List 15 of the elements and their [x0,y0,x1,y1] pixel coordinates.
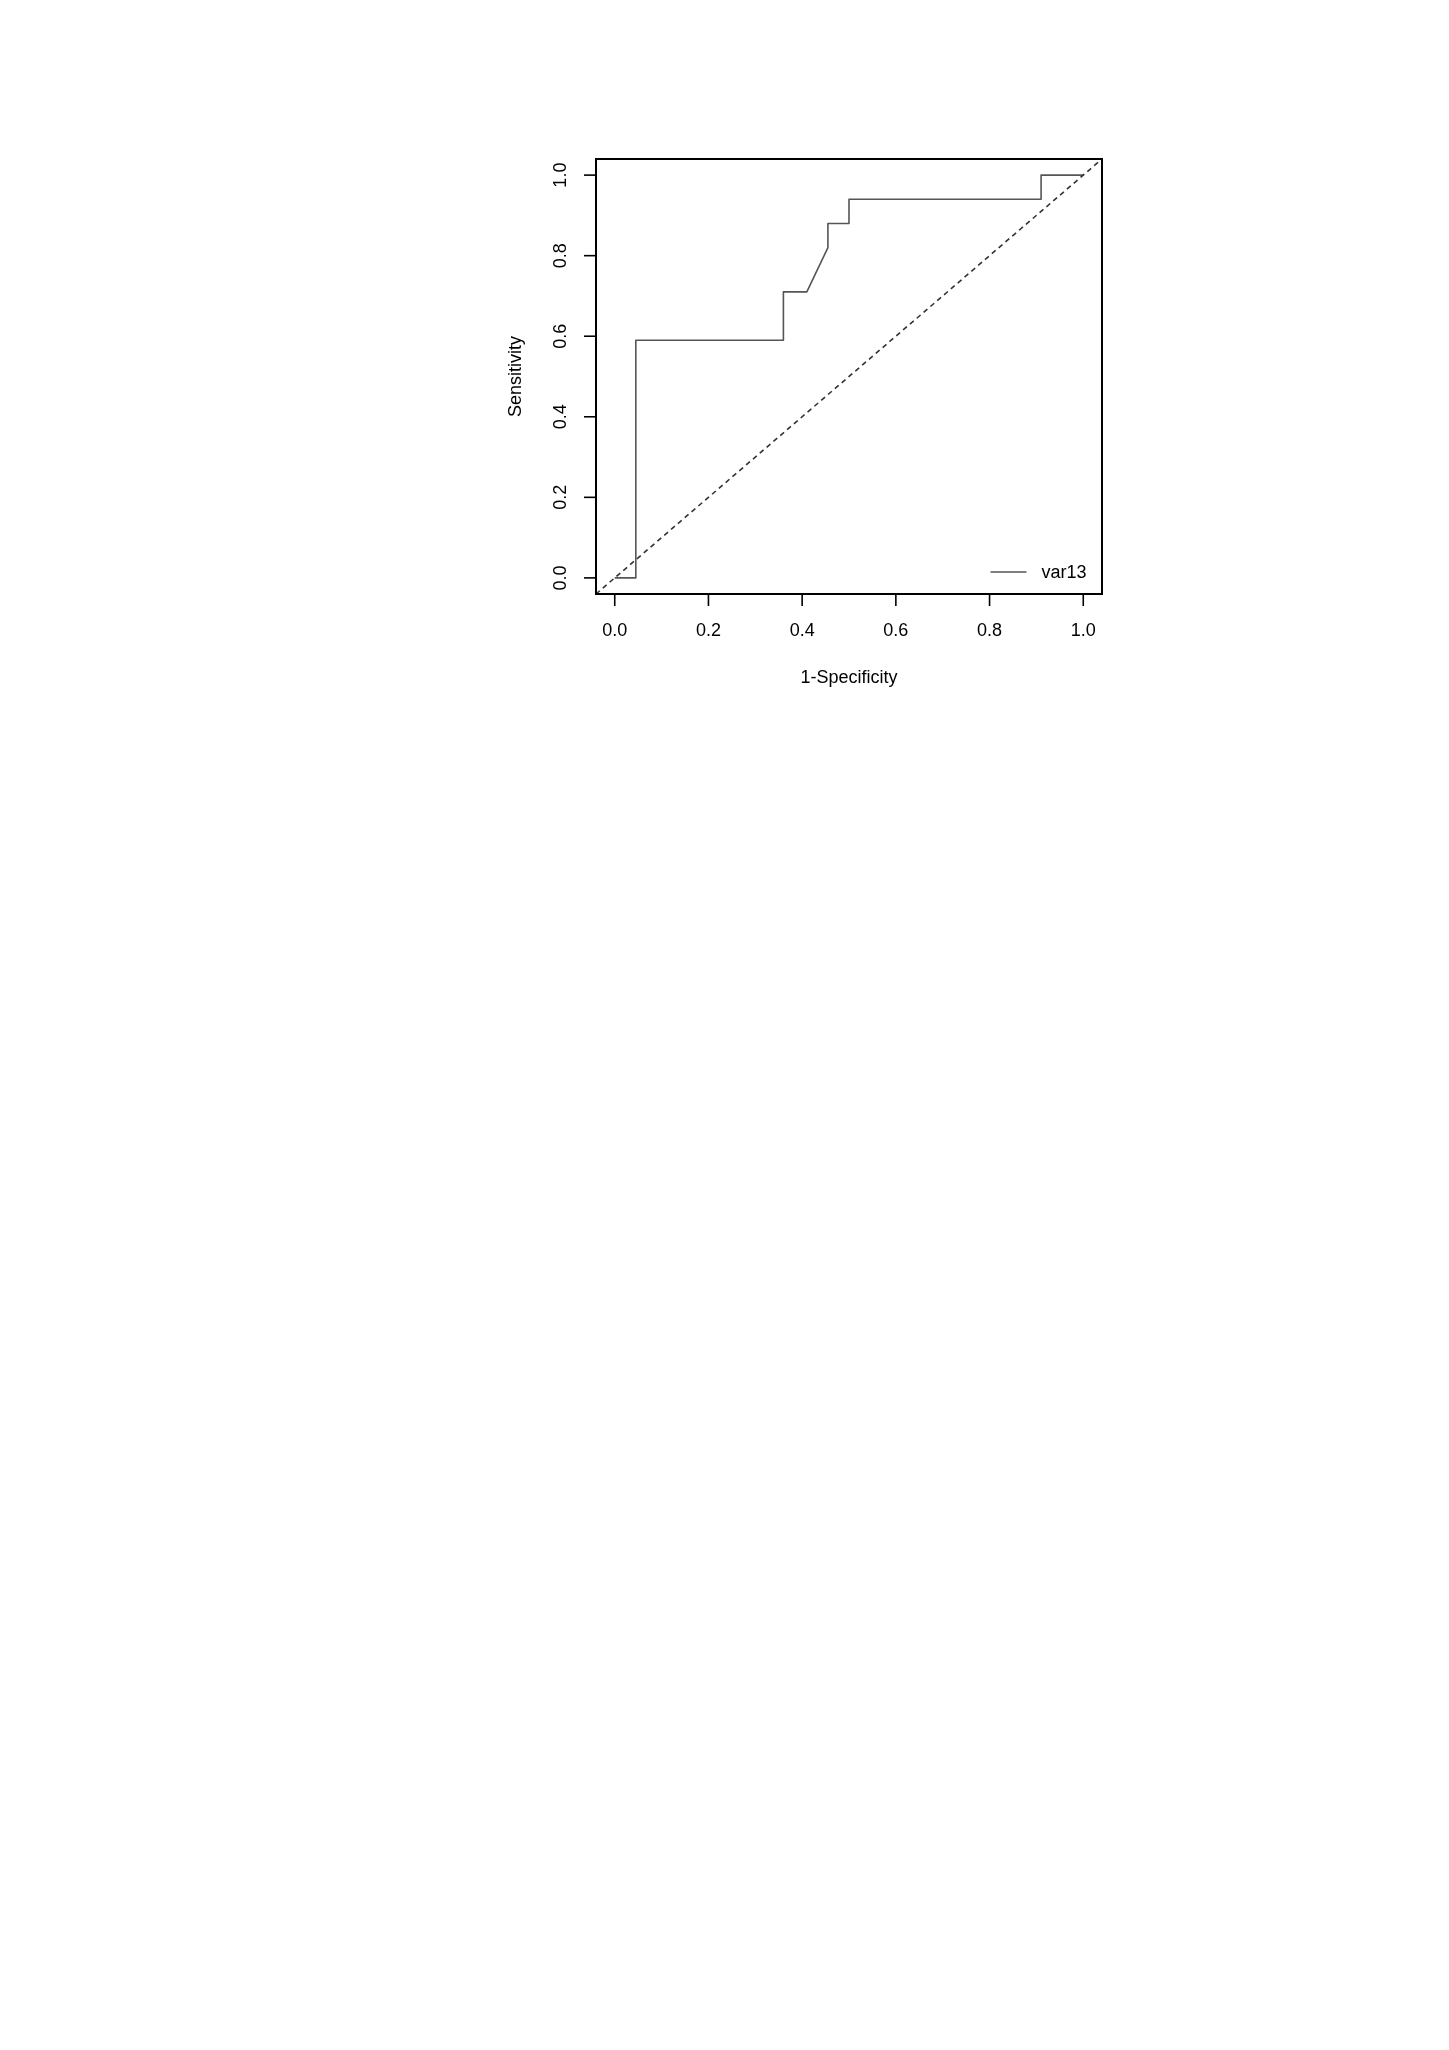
y-tick-label: 0.8 [550,243,570,269]
x-tick-label: 0.8 [977,620,1003,640]
y-tick-label: 0.4 [550,404,570,430]
x-tick-label: 0.0 [602,620,628,640]
x-axis-title: 1-Specificity [800,667,898,687]
x-tick-label: 0.4 [789,620,815,640]
x-tick-label: 0.2 [695,620,721,640]
y-tick-label: 0.2 [550,484,570,510]
y-tick-label: 1.0 [550,162,570,188]
y-tick-label: 0.6 [550,323,570,349]
y-axis-title: Sensitivity [505,335,525,418]
x-tick-label: 1.0 [1070,620,1096,640]
x-tick-label: 0.6 [883,620,909,640]
y-tick-label: 0.0 [550,565,570,591]
legend-label: var13 [1041,562,1087,582]
